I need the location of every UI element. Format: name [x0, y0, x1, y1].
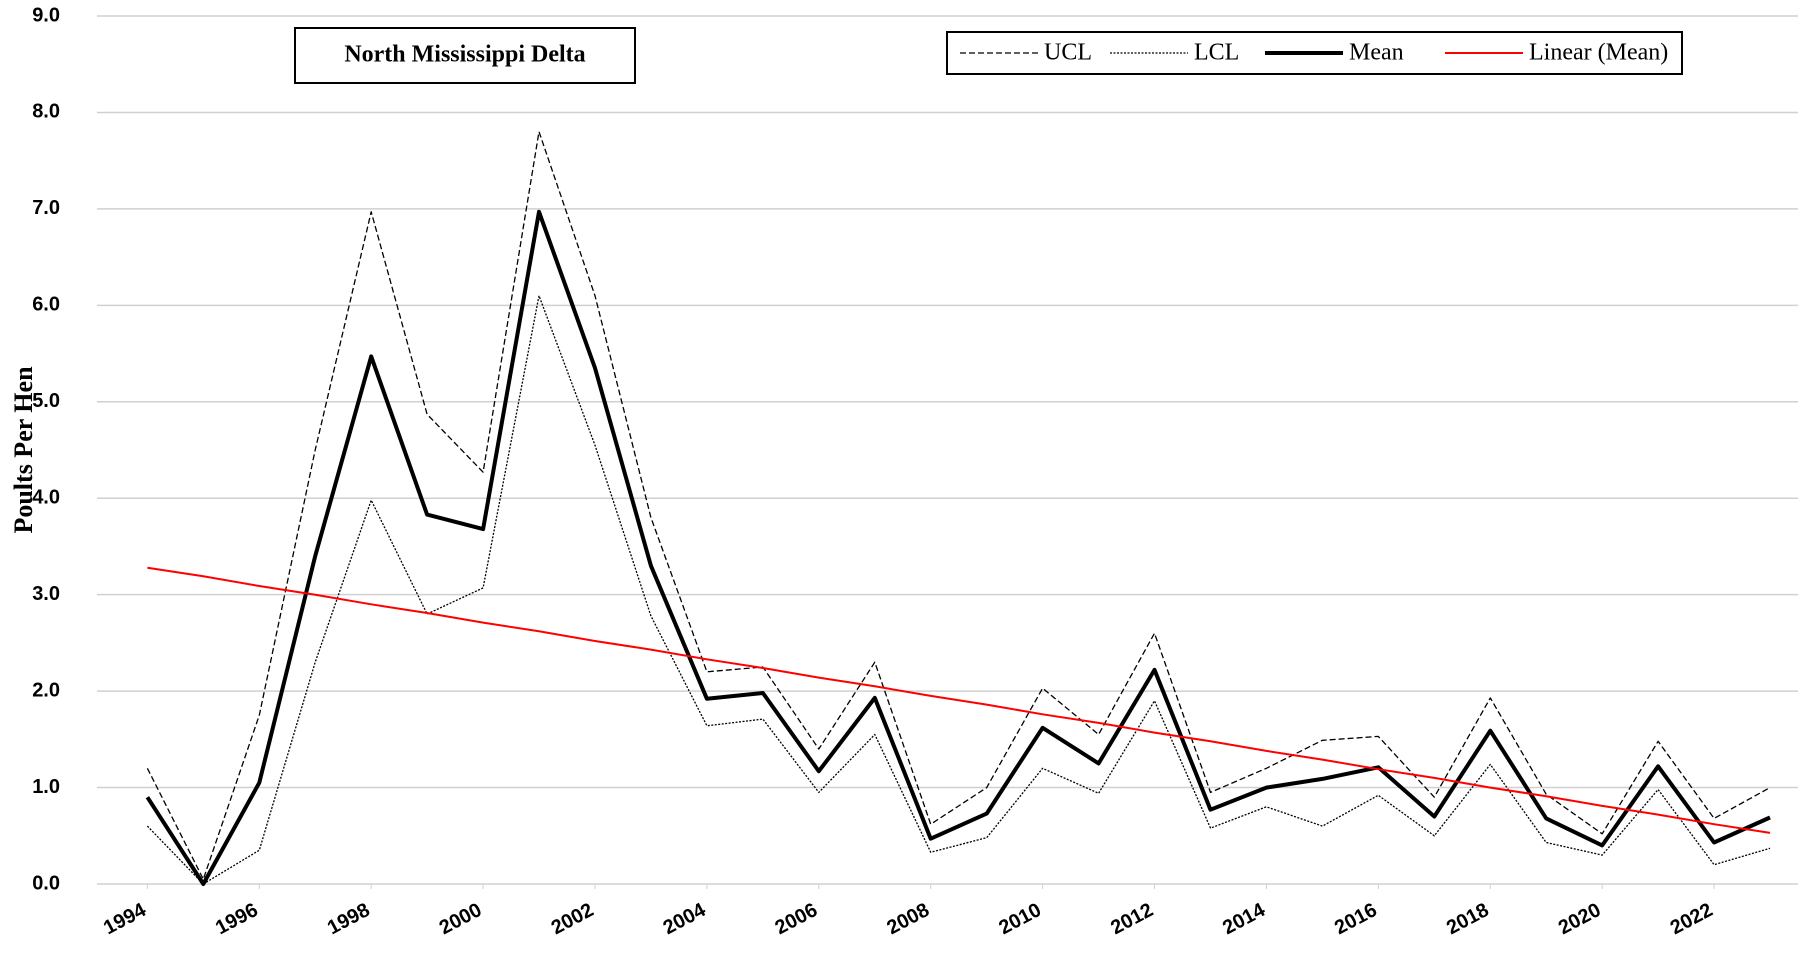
series-line — [147, 566, 1771, 834]
x-tick-label: 2006 — [772, 899, 822, 939]
y-tick-label: 0.0 — [32, 872, 60, 894]
y-tick-label: 1.0 — [32, 776, 60, 798]
x-tick-label: 2020 — [1555, 899, 1605, 939]
legend: UCL LCL Mean Linear (Mean) — [946, 31, 1683, 75]
x-tick-label: 2002 — [548, 899, 598, 939]
y-tick-label: 7.0 — [32, 197, 60, 219]
x-tick-label: 2010 — [995, 899, 1045, 939]
legend-label: Linear (Mean) — [1529, 40, 1668, 66]
series-line — [145, 209, 1771, 886]
x-tick-label: 1994 — [100, 899, 150, 940]
legend-label: Mean — [1349, 40, 1404, 66]
x-tick-label: 2000 — [436, 899, 486, 939]
x-tick-label: 2012 — [1107, 899, 1157, 939]
y-axis-label: Poults Per Hen — [9, 366, 38, 534]
x-tick-label: 2004 — [660, 899, 710, 940]
chart-title: North Mississippi Delta — [344, 42, 585, 68]
x-tick-label: 2008 — [883, 899, 933, 939]
x-tick-label: 2022 — [1667, 899, 1717, 939]
x-tick-label: 1996 — [212, 899, 262, 939]
title-box — [294, 27, 636, 84]
y-tick-label: 4.0 — [32, 487, 60, 509]
y-tick-label: 9.0 — [32, 4, 60, 26]
y-tick-label: 2.0 — [32, 679, 60, 701]
y-tick-label: 3.0 — [32, 583, 60, 605]
x-tick-label: 2016 — [1331, 899, 1381, 939]
x-tick-label: 1998 — [324, 899, 374, 939]
x-tick-label: 2014 — [1219, 899, 1269, 940]
series-line — [146, 295, 1771, 885]
y-tick-label: 8.0 — [32, 101, 60, 123]
legend-label: LCL — [1194, 40, 1239, 66]
legend-label: UCL — [1044, 40, 1092, 66]
y-tick-label: 5.0 — [32, 390, 60, 412]
series-line — [146, 131, 1771, 880]
y-tick-label: 6.0 — [32, 294, 60, 316]
x-tick-label: 2018 — [1443, 899, 1493, 939]
